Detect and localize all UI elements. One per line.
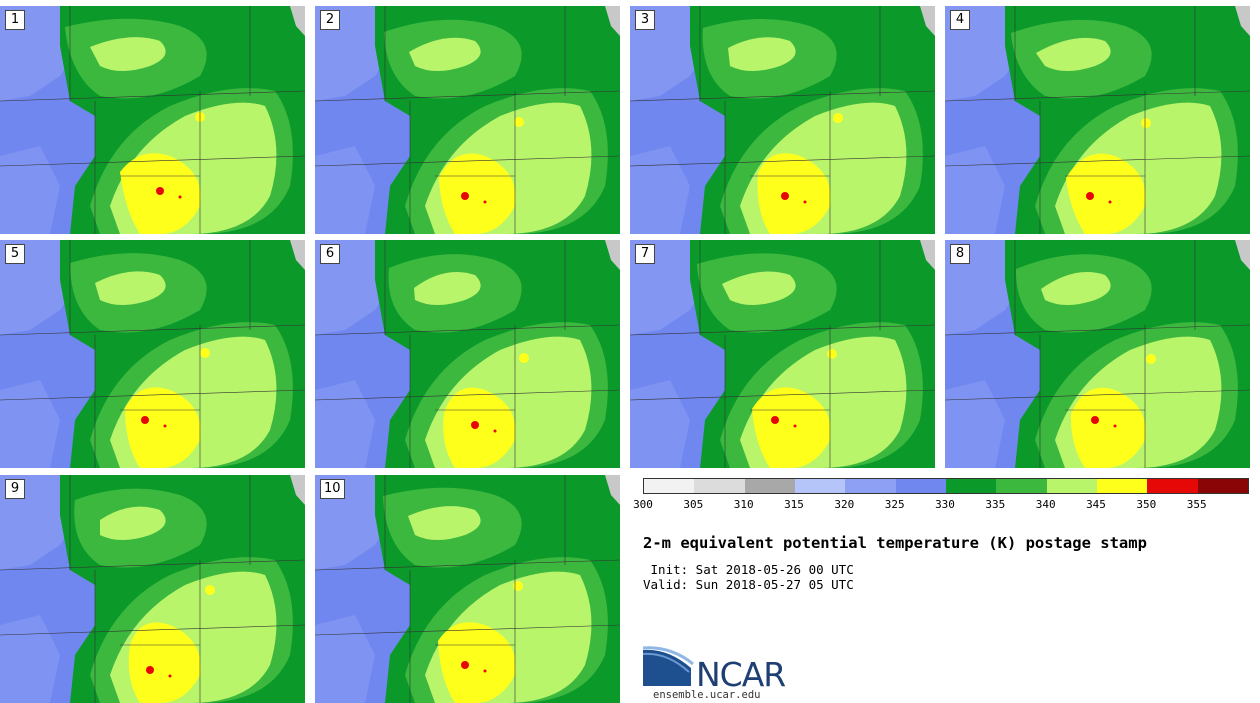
panel-number: 1 bbox=[5, 10, 25, 30]
map-panel: 7 bbox=[630, 240, 935, 468]
map-panel: 9 bbox=[0, 475, 305, 703]
panel-number: 9 bbox=[5, 479, 25, 499]
colorbar-tick-label: 350 bbox=[1136, 498, 1157, 511]
colorbar-tick-label: 335 bbox=[985, 498, 1006, 511]
site-url: ensemble.ucar.edu bbox=[653, 689, 761, 701]
panel-number: 7 bbox=[635, 244, 655, 264]
map-panel: 8 bbox=[945, 240, 1250, 468]
colorbar-swatch bbox=[1096, 479, 1148, 493]
colorbar-tick-label: 355 bbox=[1186, 498, 1207, 511]
colorbar-ticks: 300 305 310 315 320 325 330 335 340 345 350 355 bbox=[633, 498, 1247, 512]
map-image bbox=[945, 6, 1250, 234]
map-panel: 4 bbox=[945, 6, 1250, 234]
ncar-logo-icon bbox=[643, 646, 694, 686]
map-panel: 6 bbox=[315, 240, 620, 468]
colorbar-tick-label: 325 bbox=[884, 498, 905, 511]
map-image bbox=[630, 6, 935, 234]
colorbar-tick-label: 320 bbox=[834, 498, 855, 511]
map-image bbox=[315, 6, 620, 234]
colorbar-tick-label: 310 bbox=[733, 498, 754, 511]
colorbar-tick-label: 315 bbox=[784, 498, 804, 511]
map-panel: 5 bbox=[0, 240, 305, 468]
map-panel: 1 bbox=[0, 6, 305, 234]
map-image bbox=[945, 240, 1250, 468]
map-image bbox=[315, 475, 620, 703]
colorbar-tick-label: 345 bbox=[1086, 498, 1106, 511]
colorbar-swatch bbox=[694, 479, 745, 493]
ncar-logo-text: NCAR bbox=[696, 655, 786, 694]
colorbar-swatch bbox=[845, 479, 896, 493]
colorbar-swatch bbox=[1046, 479, 1097, 493]
colorbar-swatch bbox=[945, 479, 997, 493]
colorbar-swatch bbox=[1197, 479, 1248, 493]
colorbar-tick-label: 300 bbox=[633, 498, 653, 511]
map-panel: 2 bbox=[315, 6, 620, 234]
colorbar-swatch bbox=[794, 479, 846, 493]
colorbar-tick-label: 305 bbox=[683, 498, 704, 511]
colorbar bbox=[643, 478, 1249, 494]
colorbar-swatch bbox=[744, 479, 795, 493]
panel-number: 2 bbox=[320, 10, 340, 30]
panel-number: 3 bbox=[635, 10, 655, 30]
panel-number: 5 bbox=[5, 244, 25, 264]
colorbar-swatch bbox=[644, 479, 695, 493]
map-panel: 10 bbox=[315, 475, 620, 703]
time-info: Init: Sat 2018-05-26 00 UTC Valid: Sun 2… bbox=[643, 562, 854, 592]
plot-title: 2-m equivalent potential temperature (K)… bbox=[643, 534, 1147, 552]
map-image bbox=[315, 240, 620, 468]
valid-time: Valid: Sun 2018-05-27 05 UTC bbox=[643, 577, 854, 592]
panel-number: 8 bbox=[950, 244, 970, 264]
colorbar-tick-label: 330 bbox=[935, 498, 955, 511]
map-panel: 3 bbox=[630, 6, 935, 234]
colorbar-tick-label: 340 bbox=[1035, 498, 1056, 511]
panel-number: 10 bbox=[320, 479, 345, 499]
map-image bbox=[0, 6, 305, 234]
map-image bbox=[630, 240, 935, 468]
colorbar-swatch bbox=[996, 479, 1047, 493]
init-time: Init: Sat 2018-05-26 00 UTC bbox=[643, 562, 854, 577]
panel-number: 4 bbox=[950, 10, 970, 30]
map-image bbox=[0, 475, 305, 703]
map-image bbox=[0, 240, 305, 468]
colorbar-swatch bbox=[1147, 479, 1198, 493]
colorbar-swatch bbox=[895, 479, 946, 493]
panel-number: 6 bbox=[320, 244, 340, 264]
